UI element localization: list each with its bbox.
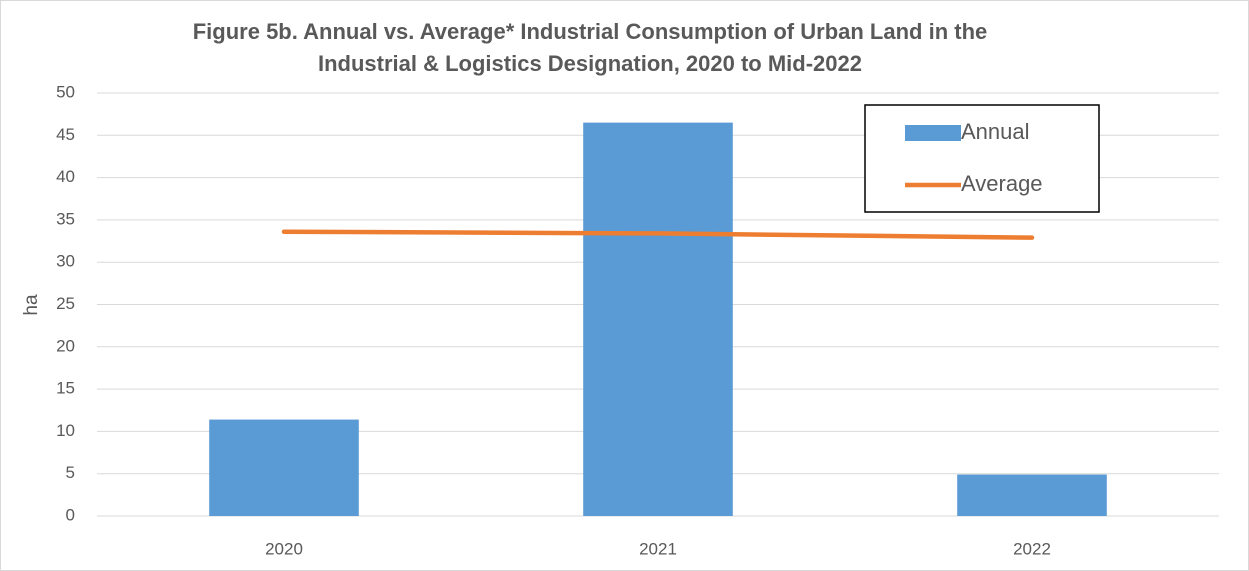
- y-tick-label: 10: [56, 421, 75, 440]
- y-tick-label: 35: [56, 209, 75, 228]
- bar: [957, 474, 1107, 516]
- y-tick-label: 30: [56, 252, 75, 271]
- x-tick-label: 2022: [1013, 539, 1051, 558]
- y-tick-label: 40: [56, 167, 75, 186]
- x-tick-label: 2020: [265, 539, 303, 558]
- x-tick-label: 2021: [639, 539, 677, 558]
- y-tick-label: 25: [56, 294, 75, 313]
- bar: [209, 419, 359, 516]
- legend-swatch: [905, 125, 961, 141]
- bar: [583, 122, 733, 517]
- y-tick-label: 5: [66, 463, 75, 482]
- y-tick-label: 15: [56, 379, 75, 398]
- line: [281, 229, 1035, 240]
- legend-box: [864, 104, 1100, 213]
- y-tick-label: 45: [56, 125, 75, 144]
- legend-label: Annual: [961, 119, 1030, 144]
- y-tick-label: 0: [66, 505, 75, 524]
- chart-title: Figure 5b. Annual vs. Average* Industria…: [193, 19, 988, 44]
- y-tick-label: 50: [56, 82, 75, 101]
- legend-label: Average: [961, 171, 1043, 196]
- y-tick-label: 20: [56, 336, 75, 355]
- chart-title: Industrial & Logistics Designation, 2020…: [318, 51, 862, 76]
- y-axis-label: ha: [21, 294, 42, 316]
